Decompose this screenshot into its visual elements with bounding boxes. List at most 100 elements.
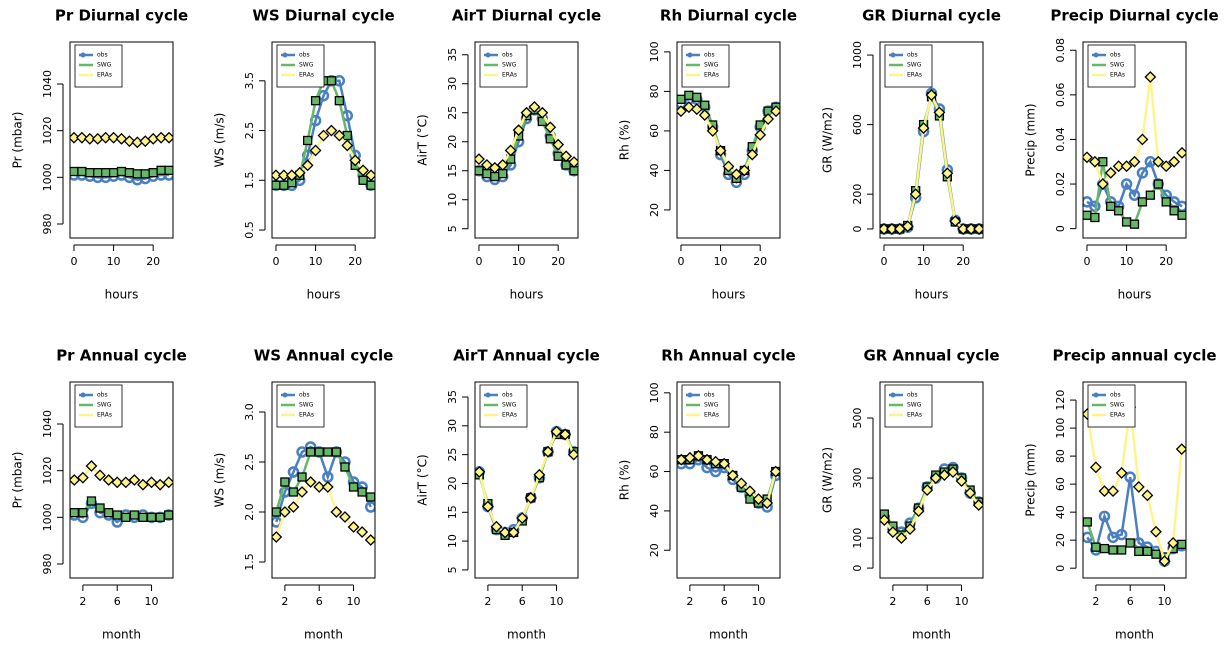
- x-tick-label: 10: [512, 255, 526, 268]
- data-point: [480, 159, 493, 171]
- data-point: [162, 476, 173, 489]
- data-point: [1167, 537, 1180, 549]
- data-point: [76, 471, 89, 484]
- plot-area: [475, 101, 578, 186]
- legend-marker: [485, 52, 491, 58]
- legend-marker: [890, 392, 896, 398]
- data-point: [1176, 146, 1186, 159]
- legend-label: ERAs: [299, 412, 314, 419]
- panel-title: WS Annual cycle: [254, 347, 394, 365]
- data-point: [490, 520, 503, 533]
- data-point: [156, 165, 166, 175]
- data-point: [475, 466, 486, 478]
- legend-marker: [890, 52, 896, 58]
- y-tick-label: 0: [851, 565, 864, 572]
- legend: obs SWG ERAs: [1087, 44, 1136, 88]
- data-point: [1142, 546, 1153, 557]
- data-point: [947, 466, 959, 478]
- legend: obs SWG ERAs: [884, 384, 933, 428]
- x-tick-label: 0: [70, 255, 77, 268]
- y-tick-label: 100: [1054, 418, 1067, 439]
- legend-label: SWG: [907, 62, 922, 69]
- x-tick-label: 2: [281, 595, 288, 608]
- series-line: [1086, 406, 1183, 565]
- data-point: [75, 131, 88, 144]
- legend-label: SWG: [1110, 402, 1125, 409]
- data-point: [164, 165, 173, 175]
- y-tick-label: 200: [851, 184, 864, 205]
- y-tick-label: 35: [446, 48, 459, 62]
- plot-area: [677, 90, 780, 189]
- y-tick-label: 40: [1054, 505, 1067, 519]
- data-point: [314, 447, 324, 457]
- data-point: [366, 492, 375, 502]
- data-point: [1083, 151, 1093, 164]
- data-point: [1121, 217, 1132, 227]
- data-point: [677, 105, 687, 118]
- data-point: [770, 105, 780, 118]
- data-point: [1114, 206, 1124, 216]
- y-tick-label: 35: [446, 390, 459, 404]
- legend-label: SWG: [502, 402, 517, 409]
- data-point: [1169, 206, 1179, 216]
- x-tick-label: 2: [484, 595, 491, 608]
- data-point: [964, 487, 977, 499]
- y-tick-label: 600: [851, 114, 864, 135]
- data-point: [112, 510, 122, 520]
- y-tick-label: 0: [1054, 565, 1067, 572]
- panel-title: AirT Annual cycle: [453, 347, 600, 365]
- panel-title: Precip annual cycle: [1052, 347, 1216, 365]
- data-point: [933, 106, 946, 119]
- data-point: [735, 477, 748, 490]
- data-point: [738, 164, 751, 177]
- plot-frame: [1082, 41, 1187, 239]
- y-axis-label: WS (m/s): [213, 453, 227, 508]
- plot-frame: [271, 381, 376, 579]
- data-point: [1096, 178, 1109, 190]
- data-point: [1083, 210, 1092, 220]
- data-point: [1120, 178, 1133, 190]
- data-point: [949, 215, 962, 228]
- legend-label: ERAs: [97, 72, 112, 79]
- data-point: [559, 428, 572, 441]
- y-tick-label: 25: [446, 448, 459, 462]
- y-tick-label: 0.5: [243, 221, 256, 239]
- y-axis-label: AirT (°C): [416, 114, 430, 165]
- data-point: [520, 106, 533, 119]
- y-axis-label: Precip (mm): [1024, 103, 1038, 176]
- legend-label: SWG: [502, 62, 517, 69]
- data-point: [714, 144, 727, 157]
- plot-area: [880, 461, 983, 544]
- data-point: [94, 469, 106, 482]
- data-point: [297, 472, 307, 482]
- legend-label: obs: [704, 52, 715, 59]
- data-point: [560, 150, 573, 163]
- plot-area: [677, 449, 780, 513]
- data-point: [287, 466, 300, 478]
- x-axis-label: month: [304, 628, 343, 642]
- legend-marker: [687, 52, 693, 58]
- x-tick-label: 20: [956, 255, 970, 268]
- legend-label: SWG: [299, 402, 314, 409]
- data-point: [516, 512, 529, 524]
- y-tick-label: 40: [648, 504, 661, 518]
- data-point: [754, 128, 767, 141]
- legend-box: [276, 384, 325, 428]
- data-point: [677, 94, 686, 104]
- legend-box: [74, 384, 123, 428]
- data-point: [1145, 190, 1155, 200]
- data-point: [1128, 189, 1141, 201]
- data-point: [164, 510, 173, 520]
- x-axis-label: hours: [712, 288, 746, 302]
- data-point: [365, 169, 375, 182]
- y-tick-label: 60: [648, 124, 661, 138]
- data-point: [287, 501, 300, 513]
- legend-label: SWG: [299, 62, 314, 69]
- data-point: [121, 512, 131, 522]
- data-point: [1177, 539, 1186, 550]
- data-point: [341, 139, 354, 152]
- data-point: [1120, 160, 1133, 173]
- data-point: [730, 168, 743, 181]
- plot-frame: [1082, 381, 1187, 579]
